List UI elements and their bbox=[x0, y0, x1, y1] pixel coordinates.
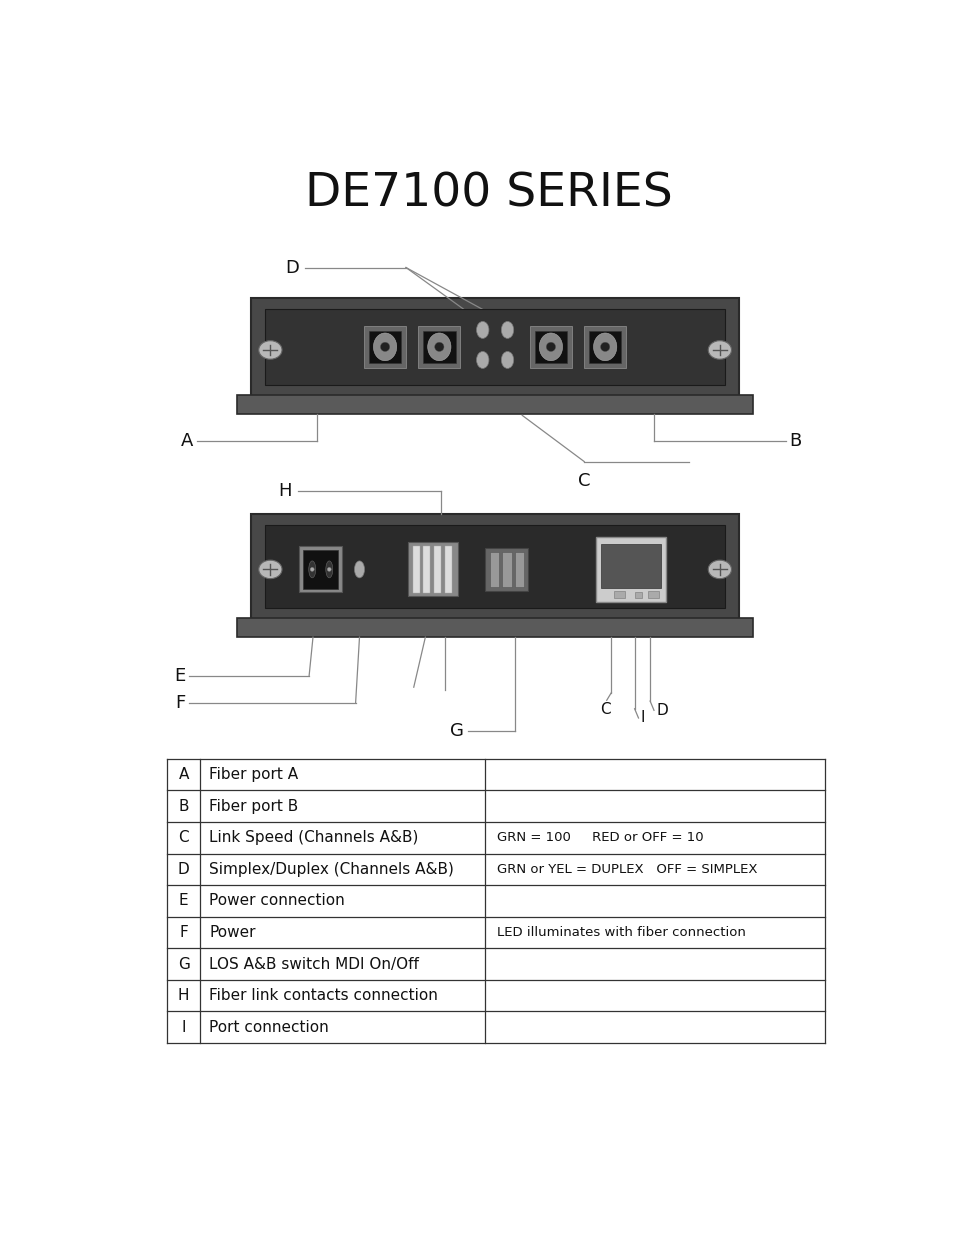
Text: LOS A&B switch MDI On/Off: LOS A&B switch MDI On/Off bbox=[209, 957, 418, 972]
Bar bbox=[490, 552, 498, 587]
Text: F: F bbox=[179, 925, 188, 940]
Text: A: A bbox=[178, 767, 189, 782]
Text: Simplex/Duplex (Channels A&B): Simplex/Duplex (Channels A&B) bbox=[209, 862, 454, 877]
Text: H: H bbox=[277, 482, 291, 500]
Bar bbox=[418, 326, 459, 368]
Bar bbox=[364, 326, 406, 368]
Circle shape bbox=[380, 342, 390, 352]
Bar bbox=[251, 299, 739, 400]
Text: A: A bbox=[180, 432, 193, 450]
Bar bbox=[422, 331, 456, 363]
Text: G: G bbox=[450, 722, 464, 740]
Text: LED illuminates with fiber connection: LED illuminates with fiber connection bbox=[497, 926, 744, 939]
Ellipse shape bbox=[538, 333, 562, 361]
Text: I: I bbox=[181, 1020, 186, 1035]
Bar bbox=[596, 537, 665, 603]
Text: DE7100 SERIES: DE7100 SERIES bbox=[305, 172, 672, 217]
Text: B: B bbox=[178, 799, 189, 814]
Circle shape bbox=[546, 342, 555, 352]
Ellipse shape bbox=[593, 333, 617, 361]
Text: Fiber port B: Fiber port B bbox=[209, 799, 298, 814]
Ellipse shape bbox=[373, 333, 396, 361]
Text: B: B bbox=[789, 432, 801, 450]
Bar bbox=[583, 326, 625, 368]
Bar bbox=[434, 546, 440, 593]
Circle shape bbox=[327, 567, 331, 572]
Text: E: E bbox=[173, 667, 185, 684]
Text: Power: Power bbox=[209, 925, 255, 940]
Bar bbox=[515, 552, 523, 587]
Bar bbox=[265, 309, 724, 384]
Text: I: I bbox=[640, 710, 644, 725]
Bar bbox=[423, 546, 430, 593]
Text: D: D bbox=[177, 862, 190, 877]
Bar bbox=[412, 546, 419, 593]
Text: F: F bbox=[174, 694, 185, 711]
Bar bbox=[634, 592, 641, 598]
Ellipse shape bbox=[309, 561, 315, 578]
Text: G: G bbox=[177, 957, 190, 972]
Text: C: C bbox=[599, 701, 610, 716]
Bar bbox=[613, 590, 624, 598]
Ellipse shape bbox=[476, 352, 488, 368]
Ellipse shape bbox=[258, 341, 282, 359]
Ellipse shape bbox=[427, 333, 451, 361]
Text: GRN or YEL = DUPLEX   OFF = SIMPLEX: GRN or YEL = DUPLEX OFF = SIMPLEX bbox=[497, 863, 757, 876]
Bar bbox=[265, 525, 724, 608]
Ellipse shape bbox=[476, 321, 488, 338]
Ellipse shape bbox=[707, 341, 731, 359]
Text: Link Speed (Channels A&B): Link Speed (Channels A&B) bbox=[209, 830, 418, 845]
Bar bbox=[303, 550, 337, 589]
Text: Port connection: Port connection bbox=[209, 1020, 329, 1035]
Bar bbox=[299, 546, 342, 593]
Text: E: E bbox=[178, 893, 188, 909]
Ellipse shape bbox=[707, 561, 731, 579]
Text: C: C bbox=[578, 472, 590, 490]
Bar bbox=[369, 331, 401, 363]
Circle shape bbox=[599, 342, 609, 352]
Text: C: C bbox=[178, 830, 189, 845]
Bar bbox=[408, 542, 457, 597]
Text: GRN = 100     RED or OFF = 10: GRN = 100 RED or OFF = 10 bbox=[497, 831, 702, 845]
Bar bbox=[647, 590, 658, 598]
Bar bbox=[588, 331, 620, 363]
Bar bbox=[530, 326, 571, 368]
Text: D: D bbox=[656, 703, 667, 718]
Circle shape bbox=[435, 342, 443, 352]
Bar bbox=[502, 552, 511, 587]
Bar bbox=[485, 548, 528, 590]
Text: Power connection: Power connection bbox=[209, 893, 345, 909]
Circle shape bbox=[310, 567, 314, 572]
Bar bbox=[599, 545, 660, 588]
Bar bbox=[534, 331, 567, 363]
Bar bbox=[251, 514, 739, 624]
Ellipse shape bbox=[258, 561, 282, 579]
Ellipse shape bbox=[500, 321, 513, 338]
Bar bbox=[236, 395, 753, 414]
Text: Fiber link contacts connection: Fiber link contacts connection bbox=[209, 988, 437, 1003]
Ellipse shape bbox=[325, 561, 333, 578]
Text: Fiber port A: Fiber port A bbox=[209, 767, 298, 782]
Text: D: D bbox=[285, 258, 298, 277]
Bar bbox=[444, 546, 451, 593]
Ellipse shape bbox=[500, 352, 513, 368]
Text: H: H bbox=[177, 988, 189, 1003]
Ellipse shape bbox=[355, 561, 364, 578]
Bar bbox=[236, 618, 753, 637]
